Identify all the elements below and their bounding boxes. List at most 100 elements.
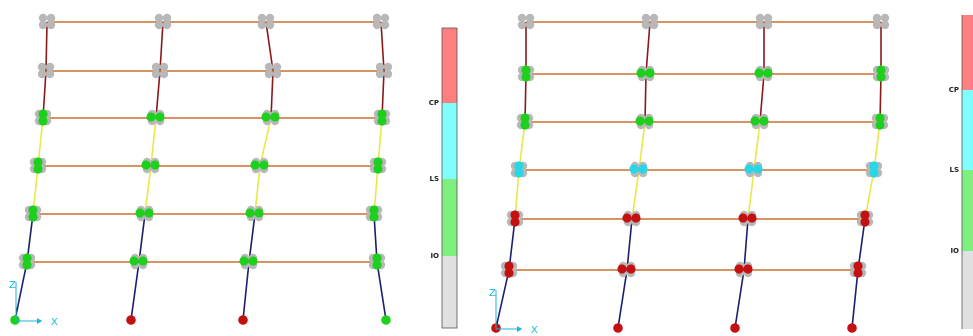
axis-x-label-2: X: [531, 325, 538, 336]
hinge-right-floor-4-col-3: [750, 113, 769, 130]
hinge-left-floor-1-col-4: [368, 253, 386, 270]
legend-bar-ls: [442, 179, 457, 256]
column-left-3-story-6: [265, 21, 274, 72]
legend2-bar-io: [962, 251, 973, 329]
axis-z-label-2: Z: [489, 288, 496, 299]
hinge-left-floor-4-col-3: [261, 109, 280, 126]
hinge-right-floor-4-col-2: [635, 113, 654, 130]
column-right-4-story-2: [857, 218, 866, 271]
hinge-right-floor-3-col-1: [510, 161, 528, 178]
legend-label-cp: CP: [429, 99, 439, 107]
frame-right: [491, 13, 890, 333]
column-right-1-story-2: [508, 218, 516, 271]
performance-legend: CP LS IO: [429, 27, 458, 329]
hinge-right-floor-2-col-2: [622, 210, 641, 227]
base-hinge-right-4: [847, 323, 857, 333]
column-left-3-story-1: [242, 261, 250, 321]
axis-indicator-right: Z X: [489, 288, 538, 336]
legend2-label-ls: LS: [949, 166, 959, 174]
base-hinge-left-2: [126, 315, 136, 325]
column-right-2-story-4: [638, 121, 646, 171]
hinge-right-floor-6-col-2: [641, 13, 659, 30]
hinge-left-floor-4-col-2: [146, 109, 165, 126]
legend2-bar-ls: [962, 170, 973, 251]
hinge-left-floor-3-col-2: [141, 157, 160, 174]
hinge-left-floor-1-col-1: [18, 253, 36, 270]
column-right-3-story-4: [753, 121, 761, 171]
hinge-right-floor-4-col-4: [871, 113, 889, 130]
hinge-left-floor-3-col-3: [250, 157, 269, 174]
hinge-right-floor-6-col-4: [872, 13, 890, 30]
legend-bar-collapse: [442, 28, 457, 103]
hinge-right-floor-2-col-3: [738, 210, 757, 227]
hinge-left-floor-2-col-4: [365, 205, 383, 222]
column-left-1-story-1: [14, 261, 28, 321]
hinge-left-floor-5-col-1: [37, 62, 55, 79]
hinge-right-floor-3-col-3: [744, 161, 763, 178]
column-left-2-story-1: [130, 261, 140, 321]
legend-label-ls: LS: [429, 175, 439, 183]
legend-bar-cp: [442, 103, 457, 179]
column-left-3-story-5: [270, 70, 274, 119]
hinge-left-floor-2-col-1: [24, 205, 42, 222]
column-left-2-story-5: [155, 70, 161, 119]
column-left-2-story-6: [159, 21, 164, 72]
column-right-2-story-3: [631, 169, 640, 220]
column-left-3-story-2: [248, 213, 256, 263]
column-left-4-story-1: [376, 261, 387, 321]
hinge-left-floor-2-col-2: [135, 205, 154, 222]
legend-frame: [441, 27, 458, 329]
column-left-2-story-4: [150, 117, 157, 167]
hinge-right-floor-4-col-1: [516, 113, 534, 130]
hinge-right-floor-6-col-1: [517, 13, 535, 30]
hinge-right-floor-6-col-3: [755, 13, 773, 30]
hinge-left-floor-4-col-1: [34, 109, 52, 126]
base-hinge-left-1: [10, 315, 20, 325]
column-right-2-story-1: [617, 269, 628, 329]
hinge-right-floor-1-col-2: [617, 261, 636, 278]
column-right-4-story-1: [851, 269, 859, 329]
hinge-right-floor-1-col-4: [849, 261, 867, 278]
hinge-left-floor-6-col-4: [372, 13, 390, 30]
column-right-2-story-6: [645, 21, 651, 75]
axis-indicator-left: Z X: [9, 280, 58, 328]
hinge-right-floor-2-col-4: [856, 210, 874, 227]
hinge-right-floor-3-col-2: [629, 161, 648, 178]
hinge-left-floor-5-col-3: [264, 62, 282, 79]
hinge-left-floor-5-col-2: [151, 62, 169, 79]
hinge-left-floor-6-col-3: [257, 13, 275, 30]
axis-x-label: X: [51, 317, 58, 328]
hinge-left-floor-1-col-2: [129, 253, 148, 270]
base-hinge-left-3: [238, 315, 248, 325]
frame-left: [10, 13, 393, 325]
performance-legend-2: CP LS IO: [949, 15, 973, 329]
column-right-2-story-5: [644, 73, 647, 123]
base-hinge-right-2: [613, 323, 623, 333]
hinge-right-floor-1-col-1: [500, 261, 518, 278]
legend-bar-io: [442, 256, 457, 328]
hinge-right-floor-2-col-1: [506, 210, 524, 227]
hinge-right-floor-5-col-2: [636, 65, 655, 82]
hinge-right-floor-5-col-4: [872, 65, 890, 82]
base-hinge-left-4: [381, 315, 391, 325]
column-right-3-story-5: [759, 73, 765, 123]
legend2-bar-collapse: [962, 15, 973, 90]
column-left-3-story-3: [254, 165, 261, 215]
legend-label-io: IO: [430, 252, 439, 260]
hinge-left-floor-6-col-2: [154, 13, 172, 30]
column-right-2-story-2: [626, 218, 633, 271]
hinge-right-floor-5-col-1: [517, 65, 535, 82]
column-left-2-story-2: [138, 213, 146, 263]
legend2-label-cp: CP: [949, 86, 959, 94]
hinge-right-floor-3-col-4: [865, 161, 883, 178]
column-right-3-story-3: [747, 169, 755, 220]
hinge-left-floor-2-col-3: [245, 205, 264, 222]
hinge-left-floor-1-col-3: [239, 253, 258, 270]
column-right-1-story-1: [495, 269, 510, 329]
base-hinge-right-3: [730, 323, 740, 333]
column-left-4-story-6: [380, 21, 385, 72]
hinge-right-floor-1-col-3: [734, 261, 753, 278]
column-left-3-story-4: [259, 117, 272, 167]
legend2-bar-cp: [962, 90, 973, 170]
